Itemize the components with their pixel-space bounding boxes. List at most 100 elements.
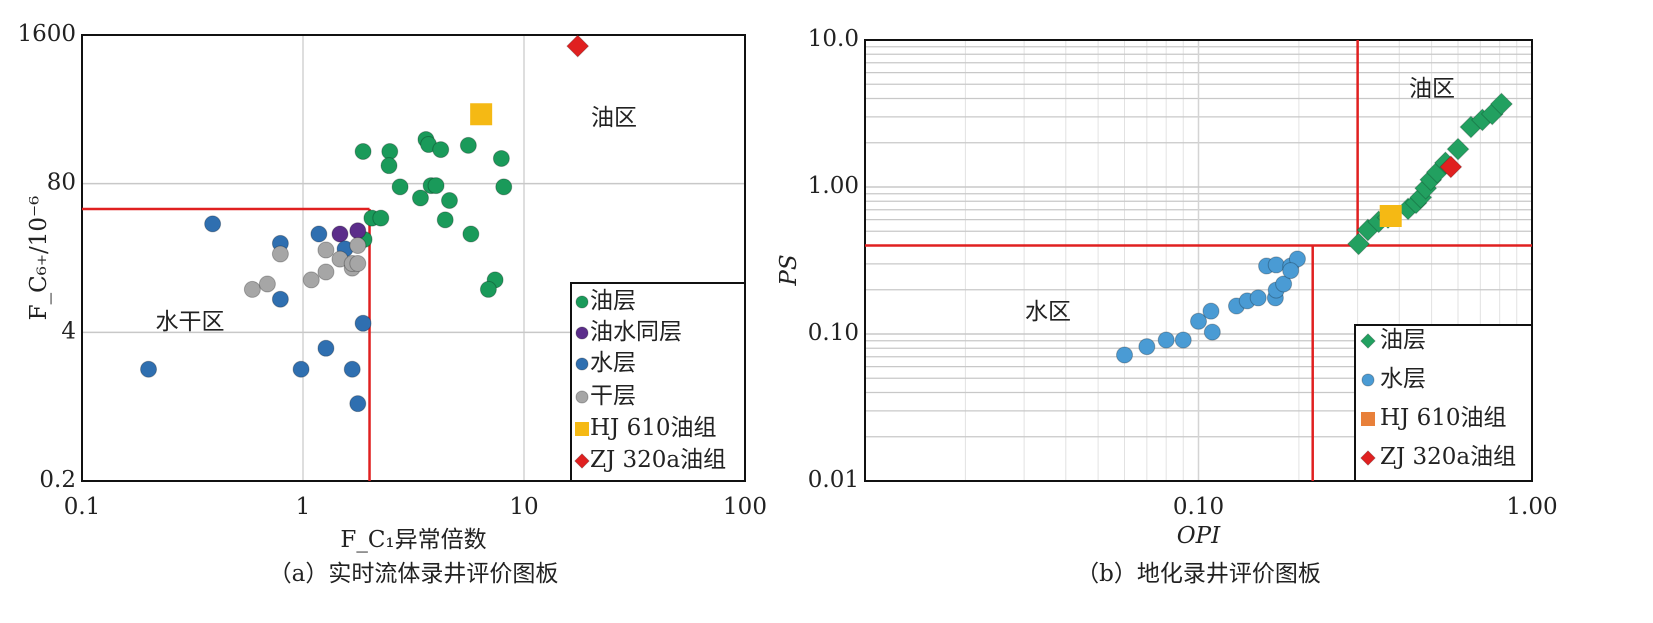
data-point (492, 149, 510, 167)
data-point (317, 339, 335, 357)
data-point (349, 395, 367, 413)
region-label: 水区 (1025, 299, 1071, 325)
data-point (1282, 262, 1300, 280)
data-point (495, 178, 513, 196)
x-tick-label: 1 (296, 494, 311, 520)
data-point (470, 103, 493, 126)
data-point (1267, 256, 1285, 274)
y-axis-label: F_C₆₊/10⁻⁶ (26, 196, 52, 321)
region-label: 水干区 (156, 309, 225, 335)
data-point (271, 290, 289, 308)
data-point (372, 209, 390, 227)
legend-marker (575, 422, 589, 436)
y-axis-label: PS (776, 254, 802, 286)
data-point (271, 245, 289, 263)
x-axis-label: F_C₁异常倍数 (340, 527, 486, 553)
caption: （a）实时流体录井评价图板 (269, 561, 559, 587)
legend-marker (575, 295, 589, 309)
legend-label: ZJ 320a油组 (1380, 444, 1516, 470)
data-point (243, 280, 261, 298)
region-label: 油区 (1409, 76, 1455, 102)
legend-label: 油层 (1380, 327, 1426, 353)
legend-label: 水层 (590, 350, 636, 376)
x-tick-label: 1.00 (1506, 494, 1557, 520)
data-point (292, 360, 310, 378)
legend-marker (575, 326, 589, 340)
data-point (317, 241, 335, 259)
y-tick-label: 80 (47, 170, 76, 196)
legend-marker (1361, 373, 1375, 387)
data-point (459, 136, 477, 154)
data-point (1203, 323, 1221, 341)
y-tick-label: 1.00 (808, 173, 859, 199)
y-tick-label: 10.0 (808, 26, 859, 52)
data-point (479, 280, 497, 298)
data-point (343, 360, 361, 378)
data-point (1190, 312, 1207, 330)
legend-label: 油水同层 (590, 319, 682, 345)
legend-box (570, 282, 746, 482)
data-point (317, 263, 335, 281)
legend-marker (1360, 333, 1376, 349)
x-tick-label: 10 (509, 494, 538, 520)
plot-frame (864, 39, 1533, 482)
data-point (258, 275, 276, 293)
y-tick-label: 0.2 (39, 467, 76, 493)
legend-label: HJ 610油组 (590, 415, 717, 441)
data-point (349, 255, 367, 273)
data-point (566, 34, 590, 58)
data-point (432, 141, 450, 159)
data-point (1249, 289, 1267, 307)
data-point (354, 314, 372, 332)
y-tick-label: 0.01 (808, 467, 859, 493)
data-point (1116, 346, 1134, 364)
data-point (462, 225, 480, 243)
data-point (380, 157, 398, 175)
data-point (1439, 155, 1463, 179)
legend-marker (575, 390, 589, 404)
data-point (1202, 302, 1220, 320)
plot-frame (81, 34, 746, 482)
data-point (331, 225, 349, 243)
y-tick-label: 0.10 (808, 320, 859, 346)
data-point (1347, 232, 1371, 256)
data-point (1489, 92, 1513, 116)
data-point (1379, 204, 1402, 227)
legend-label: ZJ 320a油组 (590, 447, 726, 473)
x-tick-label: 0.10 (1173, 494, 1224, 520)
legend-marker (1360, 450, 1376, 466)
data-point (140, 360, 158, 378)
data-point (440, 191, 458, 209)
data-point (349, 237, 367, 255)
data-point (427, 177, 445, 195)
data-point (1446, 137, 1470, 161)
data-point (1157, 331, 1175, 349)
legend-label: 油层 (590, 288, 636, 314)
legend-marker (1361, 412, 1375, 426)
x-axis-label: OPI (1177, 523, 1221, 549)
data-point (302, 271, 320, 289)
data-point (354, 142, 372, 160)
data-point (1138, 338, 1156, 356)
y-tick-label: 4 (61, 318, 76, 344)
y-tick-label: 1600 (17, 21, 76, 47)
legend-marker (574, 453, 590, 469)
caption: （b）地化录井评价图板 (1076, 561, 1321, 587)
data-point (1174, 331, 1192, 349)
x-tick-label: 0.1 (64, 494, 101, 520)
x-tick-label: 100 (723, 494, 767, 520)
legend-label: 干层 (590, 383, 636, 409)
legend-label: HJ 610油组 (1380, 405, 1507, 431)
data-point (310, 225, 328, 243)
data-point (349, 222, 367, 240)
data-point (436, 211, 454, 229)
data-point (381, 142, 399, 160)
data-point (391, 178, 409, 196)
data-point (1275, 275, 1293, 293)
legend-label: 水层 (1380, 366, 1426, 392)
region-label: 油区 (591, 105, 637, 131)
legend-box (1354, 324, 1533, 482)
data-point (411, 189, 429, 207)
data-point (204, 215, 222, 233)
